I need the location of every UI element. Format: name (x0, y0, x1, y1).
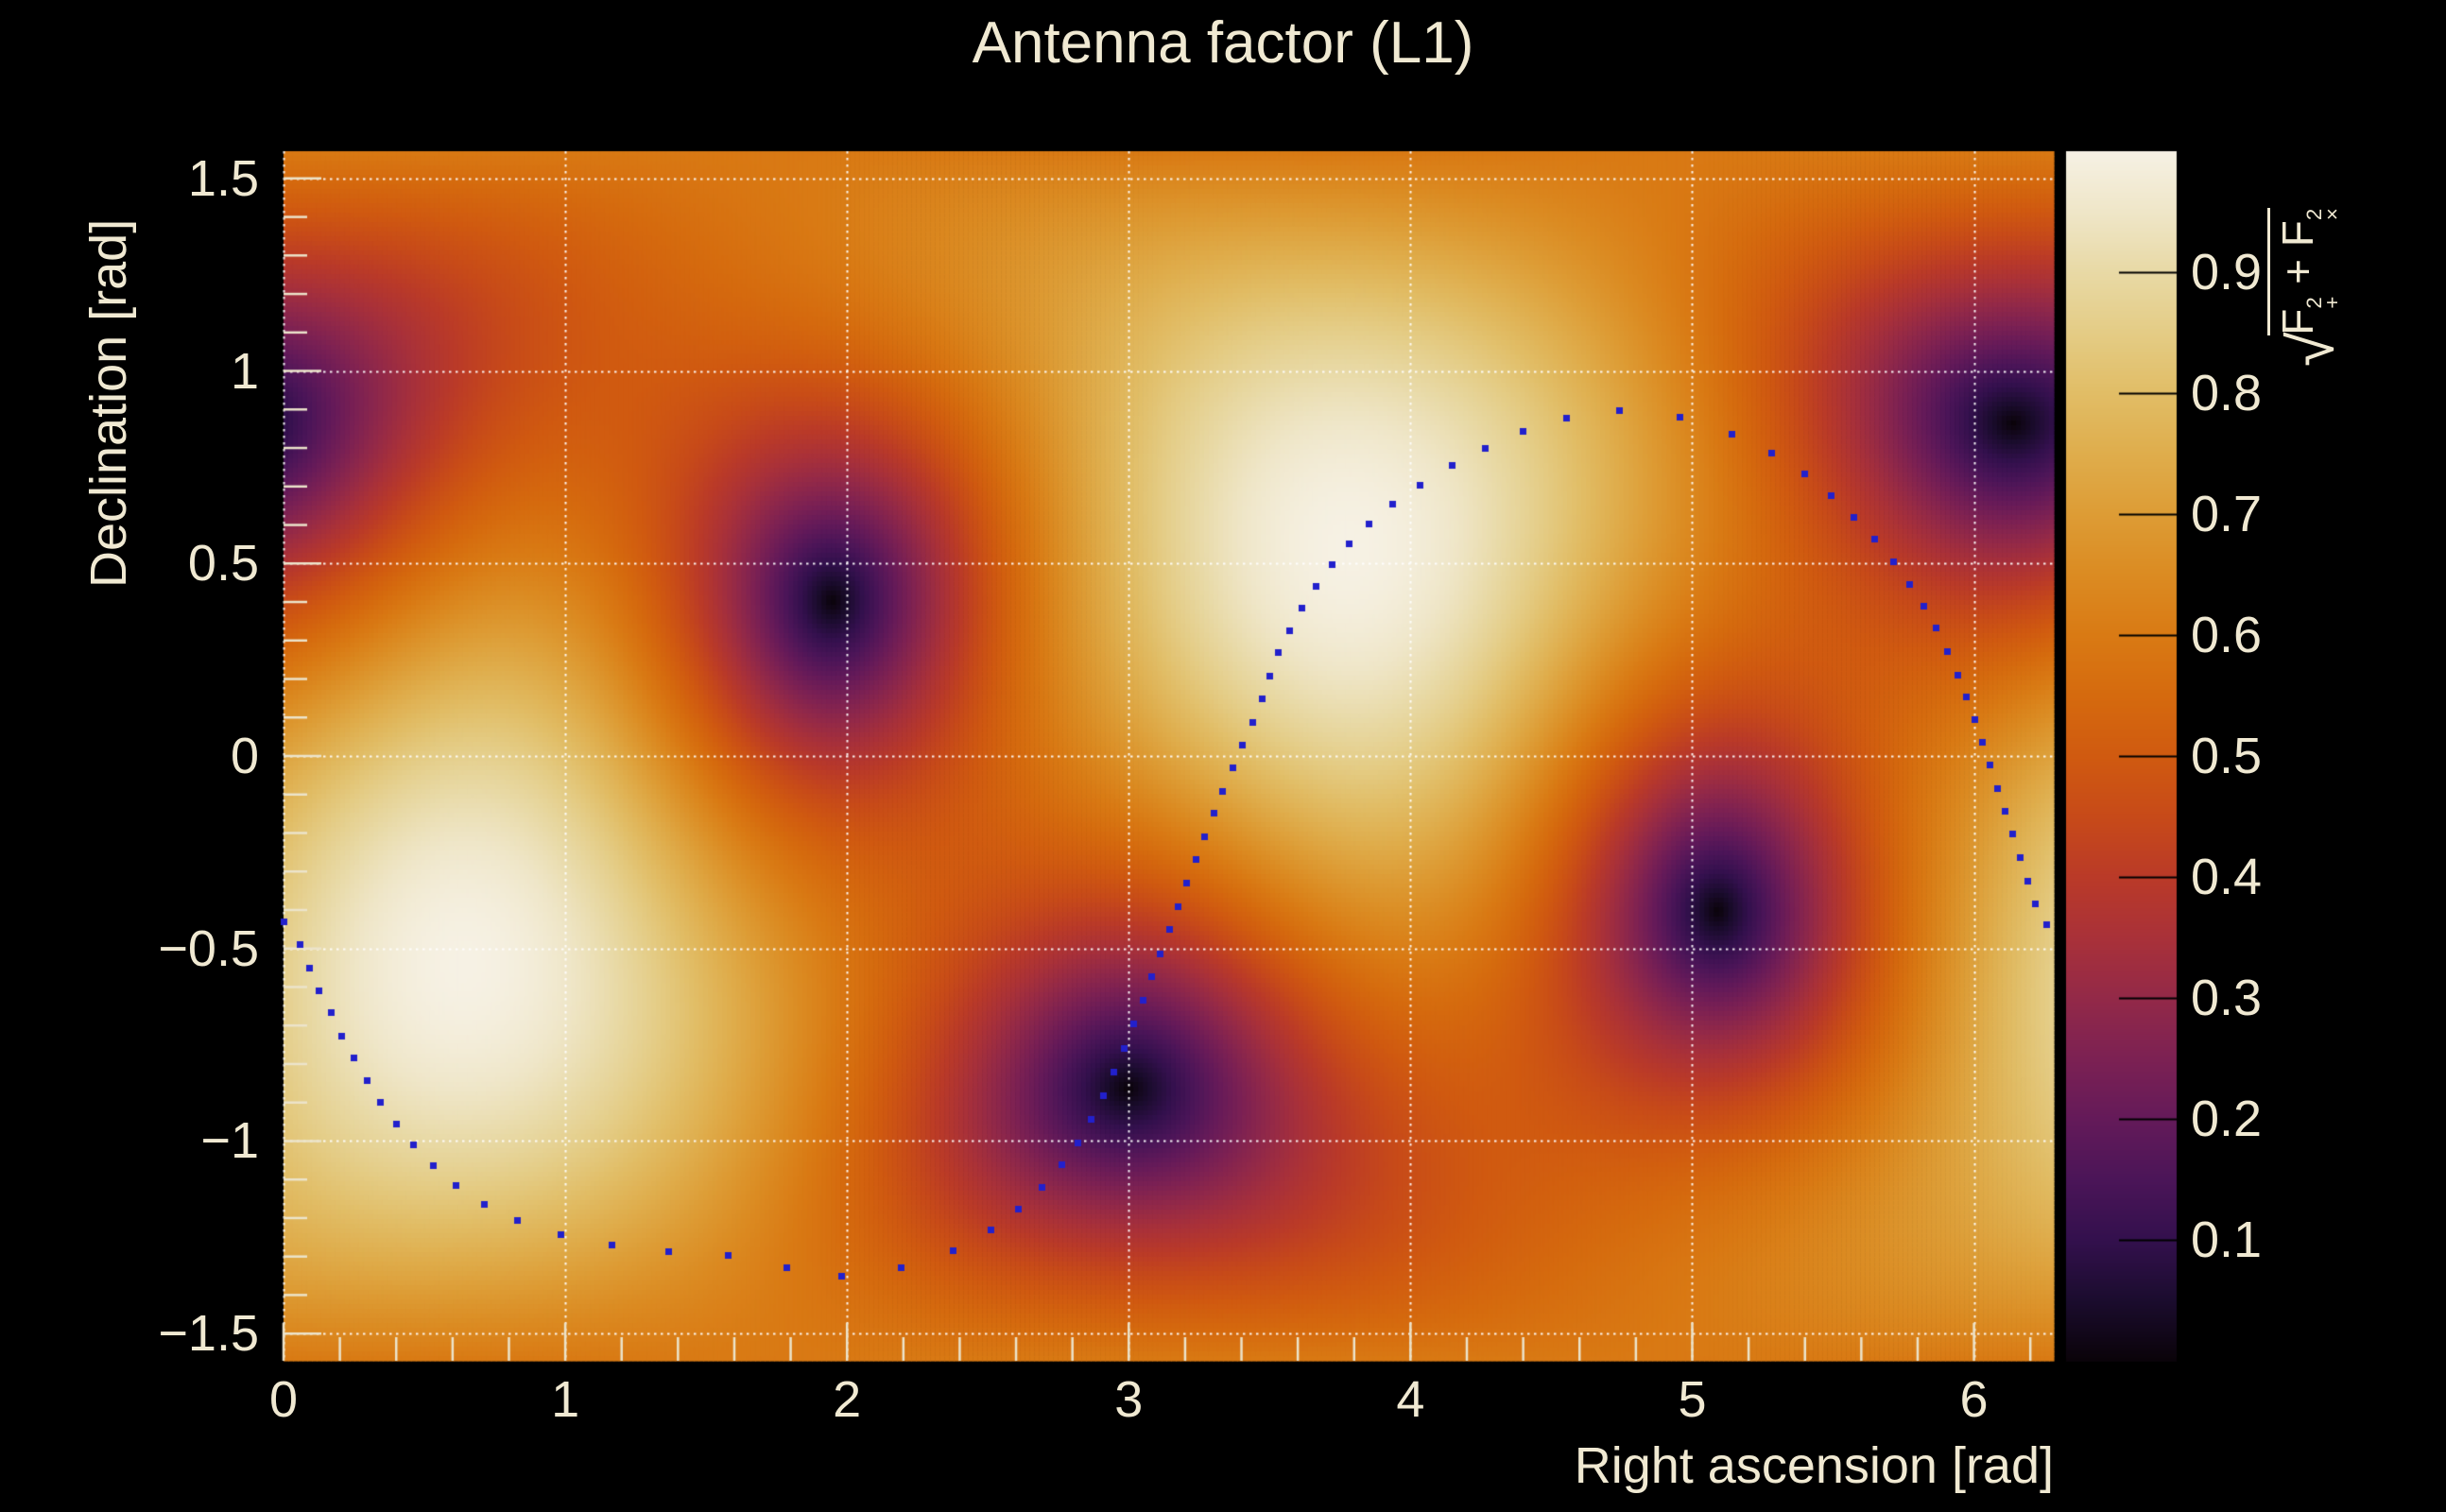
f-cross-sub: × (2320, 208, 2345, 221)
y-tick-label-1.5: 1.5 (187, 149, 259, 207)
colorbar-tick-label-0.2: 0.2 (2191, 1091, 2263, 1147)
x-tick-label-1: 1 (551, 1371, 580, 1428)
y-tick-label-−1.5: −1.5 (158, 1305, 259, 1363)
plot-title: Antenna factor (L1) (972, 10, 1474, 76)
colorbar-tick-label-0.8: 0.8 (2191, 365, 2263, 421)
x-tick-label-2: 2 (833, 1371, 862, 1428)
x-tick-label-0: 0 (268, 1371, 299, 1428)
colorbar-tick-label-0.9: 0.9 (2191, 244, 2263, 301)
colorbar-tick-label-0.7: 0.7 (2191, 486, 2263, 542)
y-tick-label-−1: −1 (200, 1112, 259, 1170)
x-axis-title: Right ascension [rad] (1574, 1437, 2054, 1494)
colorbar-tick-label-0.3: 0.3 (2191, 970, 2263, 1026)
colorbar-tick-label-0.1: 0.1 (2191, 1211, 2263, 1268)
y-tick-label-−0.5: −0.5 (158, 919, 259, 977)
x-tick-label-4: 4 (1396, 1371, 1425, 1428)
x-tick-label-3: 3 (1114, 1371, 1144, 1428)
x-tick-label-6: 6 (1959, 1371, 1989, 1428)
colorbar-tick-label-0.5: 0.5 (2191, 728, 2263, 784)
colorbar-tick-label-0.4: 0.4 (2191, 849, 2263, 905)
f-plus-base: F (2273, 308, 2322, 335)
colorbar-tick-label-0.6: 0.6 (2191, 607, 2263, 663)
x-tick-label-5: 5 (1678, 1371, 1707, 1428)
y-tick-label-0.5: 0.5 (187, 535, 259, 593)
y-tick-label-1: 1 (230, 342, 259, 400)
y-tick-label-0: 0 (230, 728, 259, 784)
